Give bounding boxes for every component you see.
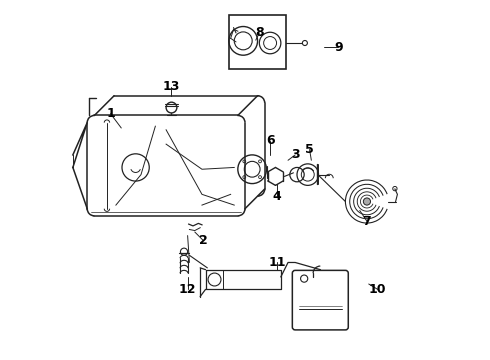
Text: 9: 9 xyxy=(334,41,343,54)
Text: 5: 5 xyxy=(305,143,314,156)
Text: 12: 12 xyxy=(179,283,196,296)
Text: 4: 4 xyxy=(273,190,282,203)
Text: 1: 1 xyxy=(106,107,115,120)
Text: 2: 2 xyxy=(199,234,208,247)
Text: 3: 3 xyxy=(291,148,299,161)
Text: 13: 13 xyxy=(163,80,180,93)
Text: 10: 10 xyxy=(369,283,387,296)
Bar xyxy=(229,15,286,69)
Text: 11: 11 xyxy=(269,256,286,269)
Circle shape xyxy=(364,198,370,205)
Text: 7: 7 xyxy=(363,215,371,228)
Text: 6: 6 xyxy=(266,134,274,147)
Text: 8: 8 xyxy=(255,27,264,40)
